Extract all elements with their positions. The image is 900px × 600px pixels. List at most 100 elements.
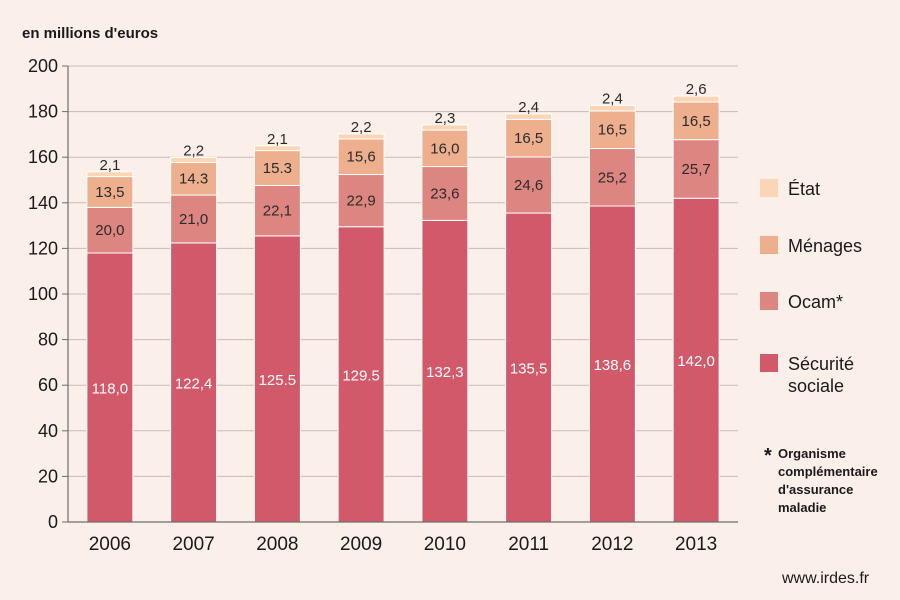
bar-segment [86, 252, 134, 523]
data-label: 129.5 [342, 367, 380, 384]
data-label: 15.3 [263, 160, 292, 177]
legend-label: Ocam* [788, 292, 843, 312]
footnote-line: complémentaire [778, 464, 878, 479]
x-tick-label: 2012 [591, 534, 633, 555]
footnote: * Organisme complémentaire d'assurance m… [764, 445, 878, 515]
bar-segment [672, 197, 720, 523]
bar-segment [588, 104, 636, 112]
y-tick-label: 140 [28, 193, 58, 213]
bar-segment [337, 174, 385, 228]
bar-segment [505, 118, 553, 158]
data-label: 25,2 [598, 169, 627, 186]
data-label: 16,5 [514, 130, 543, 147]
bar-segment [421, 124, 469, 131]
legend-label: Ménages [788, 236, 862, 256]
bar-segment [505, 212, 553, 523]
data-label: 15,6 [347, 149, 376, 166]
data-label: 20,0 [95, 222, 124, 239]
bar-segment [337, 133, 385, 140]
bar-segment [588, 110, 636, 150]
data-label: 2,1 [99, 157, 120, 174]
axes [67, 66, 738, 523]
x-tick-label: 2009 [340, 534, 382, 555]
bars: 118,0 20,0 13,5 2,1 122,4 21,0 14.3 2,2 125.5 22,… [86, 81, 720, 523]
y-tick-label: 20 [38, 466, 58, 486]
bar-segment [672, 95, 720, 103]
bar-segment [505, 113, 553, 120]
bar-segment [86, 206, 134, 254]
data-label: 2,1 [267, 131, 288, 148]
data-label: 16,5 [598, 122, 627, 139]
data-label: 2,6 [686, 81, 707, 98]
data-label: 132,3 [426, 364, 464, 381]
source-link[interactable]: www.irdes.fr [781, 570, 870, 587]
data-label: 24,6 [514, 177, 543, 194]
bar-segment [672, 139, 720, 199]
y-tick-label: 180 [28, 102, 58, 122]
data-label: 22,9 [347, 193, 376, 210]
data-label: 13,5 [95, 184, 124, 201]
data-label: 16,5 [682, 113, 711, 130]
bar-segment [337, 138, 385, 176]
legend-label: État [788, 179, 820, 199]
footnote-line: maladie [778, 500, 826, 515]
x-tick-label: 2010 [424, 534, 466, 555]
data-label: 142,0 [677, 353, 715, 370]
y-axis-ticks: 0 20 40 60 80 100 120 140 160 180 200 [28, 56, 68, 532]
data-label: 14.3 [179, 171, 208, 188]
data-label: 135,5 [510, 361, 548, 378]
data-label: 2,2 [351, 119, 372, 136]
y-tick-label: 120 [28, 238, 58, 258]
x-tick-label: 2006 [89, 534, 131, 555]
bar-segment [170, 194, 218, 244]
y-tick-label: 200 [28, 56, 58, 76]
bar-segment [253, 150, 301, 186]
data-label: 23,6 [430, 185, 459, 202]
y-tick-label: 60 [38, 375, 58, 395]
y-tick-label: 40 [38, 421, 58, 441]
bar-segment [672, 101, 720, 141]
bar-segment [421, 166, 469, 221]
bar-segment [170, 161, 218, 196]
data-label: 22,1 [263, 203, 292, 220]
bar-segment [588, 148, 636, 207]
data-label: 125.5 [259, 372, 297, 389]
footnote-line: d'assurance [778, 482, 853, 497]
bar-segment [86, 171, 134, 178]
legend-swatch [760, 292, 778, 310]
bar-segment [253, 235, 301, 523]
bar-segment [170, 156, 218, 163]
legend-swatch [760, 236, 778, 254]
y-tick-label: 100 [28, 284, 58, 304]
bar-segment [253, 184, 301, 237]
footnote-line: Organisme [778, 446, 846, 461]
x-tick-label: 2011 [508, 534, 549, 555]
data-label: 25,7 [682, 161, 711, 178]
data-label: 21,0 [179, 211, 208, 228]
bar-segment [588, 205, 636, 523]
y-tick-label: 80 [38, 330, 58, 350]
gridlines [68, 65, 738, 477]
data-label: 16,0 [430, 140, 459, 157]
legend-label: Sécurité [788, 354, 854, 374]
data-label: 118,0 [92, 380, 128, 397]
x-axis-labels: 2006 2007 2008 2009 2010 2011 2012 2013 [89, 534, 718, 555]
bar-segment [170, 242, 218, 523]
data-label: 138,6 [594, 357, 632, 374]
y-tick-label: 160 [28, 147, 58, 167]
data-label: 122,4 [175, 375, 213, 392]
x-tick-label: 2013 [675, 534, 717, 555]
x-tick-label: 2007 [172, 534, 214, 555]
data-label: 2,2 [183, 142, 204, 159]
data-label: 2,4 [602, 90, 623, 107]
x-tick-label: 2008 [256, 534, 298, 555]
bar-segment [505, 156, 553, 214]
y-tick-label: 0 [48, 512, 58, 532]
unit-label: en millions d'euros [22, 25, 158, 42]
data-label: 2,4 [518, 99, 539, 116]
legend-swatch [760, 179, 778, 197]
bar-segment [253, 145, 301, 152]
legend-label: sociale [788, 376, 844, 396]
footnote-star: * [764, 445, 772, 467]
